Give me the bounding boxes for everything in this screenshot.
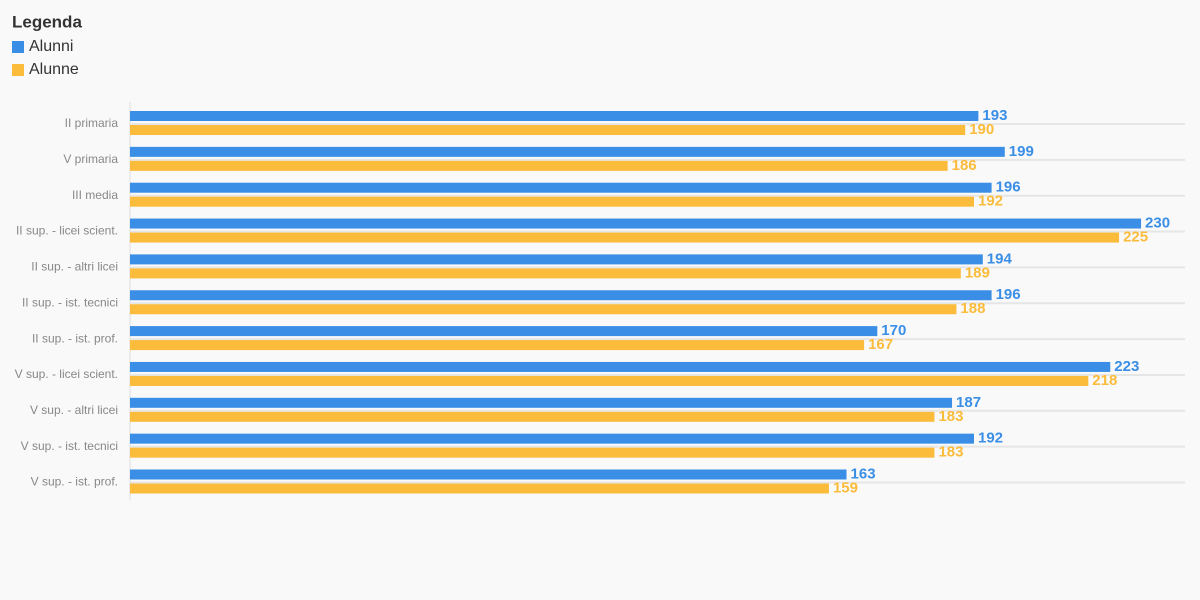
value-label: 188 (960, 300, 985, 317)
bar (130, 111, 979, 121)
legend-label: Alunne (29, 61, 79, 78)
bar (130, 469, 847, 480)
legend-swatch (12, 41, 24, 53)
value-label: 183 (938, 444, 963, 461)
legend-label: Alunni (29, 38, 73, 55)
y-tick-label: V primaria (63, 152, 118, 166)
bar (130, 268, 961, 279)
value-label: 192 (978, 430, 1003, 447)
bar (130, 483, 829, 494)
value-label: 167 (868, 336, 893, 353)
bar (130, 182, 992, 193)
value-label: 187 (956, 394, 981, 411)
bar (130, 361, 1111, 372)
value-label: 218 (1092, 372, 1117, 389)
bar (130, 433, 974, 444)
bar (130, 326, 878, 337)
bar (130, 304, 957, 315)
bar (130, 160, 948, 171)
value-label: 163 (851, 465, 876, 482)
legend-swatch (12, 64, 24, 76)
value-label: 225 (1123, 229, 1148, 246)
y-tick-label: II sup. - altri licei (31, 260, 118, 274)
value-label: 159 (833, 479, 858, 496)
value-label: 193 (982, 107, 1007, 124)
value-label: 186 (952, 157, 977, 174)
value-label: 230 (1145, 215, 1170, 232)
bar (130, 218, 1142, 229)
y-tick-label: II sup. - ist. tecnici (22, 295, 118, 309)
bar (130, 232, 1120, 243)
bar (130, 375, 1089, 386)
y-tick-label: II sup. - ist. prof. (32, 331, 118, 345)
value-label: 223 (1114, 358, 1139, 375)
bar (130, 447, 935, 458)
value-label: 190 (969, 121, 994, 138)
bar (130, 397, 953, 408)
y-tick-label: V sup. - licei scient. (15, 367, 118, 381)
bar (130, 411, 935, 422)
bar (130, 146, 1005, 157)
bar (130, 125, 966, 135)
value-label: 189 (965, 264, 990, 281)
bar (130, 196, 974, 207)
value-label: 194 (987, 250, 1013, 267)
value-label: 196 (996, 286, 1021, 303)
value-label: 183 (938, 408, 963, 425)
bar (130, 340, 865, 351)
value-label: 170 (881, 322, 906, 339)
y-tick-label: V sup. - ist. tecnici (21, 439, 118, 453)
y-tick-label: V sup. - altri licei (30, 403, 118, 417)
y-tick-label: II sup. - licei scient. (16, 224, 118, 238)
y-tick-label: V sup. - ist. prof. (31, 475, 118, 489)
value-label: 199 (1009, 143, 1034, 160)
legend-title: Legenda (12, 12, 82, 31)
bar (130, 254, 983, 265)
bar (130, 290, 992, 301)
y-tick-label: III media (72, 188, 118, 202)
y-tick-label: II primaria (65, 116, 119, 130)
value-label: 196 (996, 179, 1021, 196)
value-label: 192 (978, 193, 1003, 210)
